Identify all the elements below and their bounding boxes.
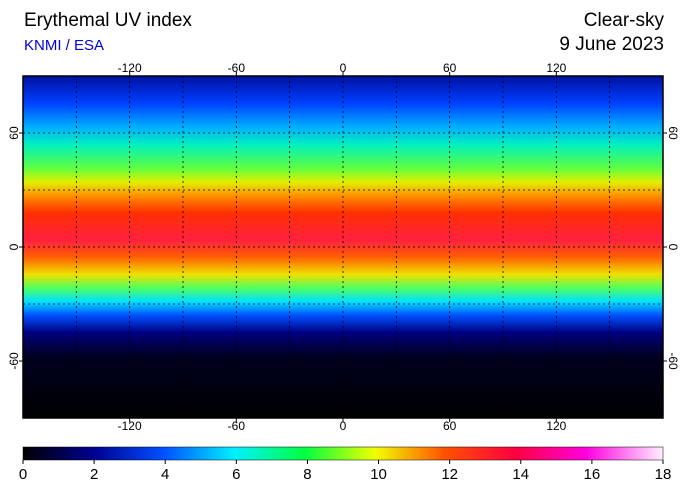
lon-tick-label: -120 [118,419,142,433]
lat-tick-label: -60 [666,352,680,370]
colorbar [22,446,664,461]
colorbar-tick-label: 16 [584,466,601,483]
colorbar-tick-label: 14 [512,466,529,483]
condition: Clear-sky [584,10,665,31]
lat-tick-label: 60 [666,126,680,140]
lon-tick-label: 120 [546,419,566,433]
lon-tick-label: -120 [118,61,142,75]
lat-tick-label: 0 [7,243,21,250]
lon-tick-label: -60 [228,61,246,75]
date: 9 June 2023 [559,34,664,55]
colorbar-tick-label: 4 [161,466,169,483]
colorbar-tick-label: 18 [655,466,672,483]
colorbar-tick-label: 6 [232,466,240,483]
lat-tick-label: 60 [7,126,21,140]
credit: KNMI / ESA [24,37,104,54]
lon-tick-label: 0 [340,419,347,433]
colorbar-tick-label: 0 [19,466,27,483]
colorbar-tick-label: 12 [441,466,458,483]
lon-tick-label: 60 [443,419,457,433]
lat-tick-label: 0 [666,244,680,251]
title: Erythemal UV index [24,10,192,31]
colorbar-tick-label: 2 [90,466,98,483]
lat-tick-label: -60 [7,352,21,370]
lon-tick-label: 120 [546,61,566,75]
colorbar-tick-label: 10 [370,466,387,483]
grid [23,76,663,418]
lon-tick-label: -60 [228,419,246,433]
colorbar-tick-label: 8 [303,466,311,483]
lon-tick-label: 0 [340,61,347,75]
lon-tick-label: 60 [443,61,457,75]
